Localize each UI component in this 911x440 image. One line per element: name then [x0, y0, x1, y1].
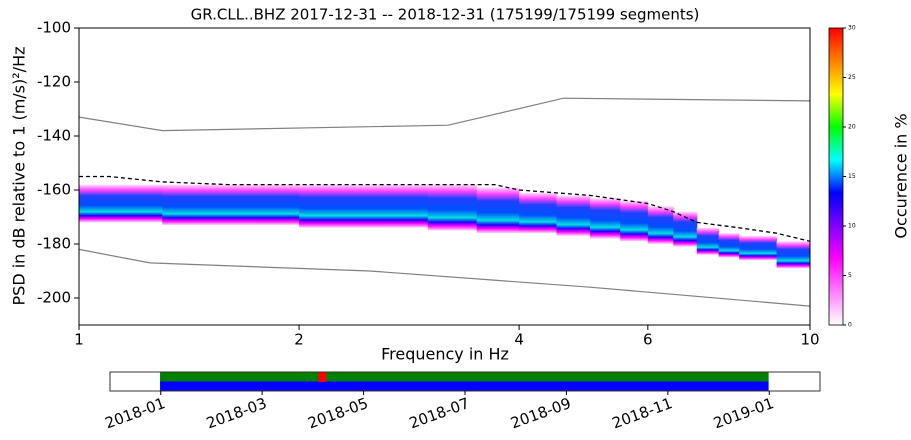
timeline-tick-label: 2018-01	[103, 394, 168, 432]
colorbar-tick-label: 0	[848, 322, 852, 329]
timeline-tick-label: 2019-01	[711, 394, 776, 432]
coverage-data	[160, 381, 769, 391]
timeline-tick-label: 2018-03	[204, 394, 269, 432]
x-tick-label: 1	[74, 331, 84, 349]
colorbar-tick-label: 15	[848, 173, 856, 180]
timeline-tick-label: 2018-07	[407, 394, 472, 432]
y-axis-label: PSD in dB relative to 1 (m/s)²/Hz	[10, 47, 29, 306]
psd-column	[79, 184, 163, 223]
psd-column	[427, 184, 478, 231]
psd-column	[776, 241, 811, 269]
psd-column	[589, 198, 621, 239]
psd-column	[228, 184, 300, 226]
colorbar-tick-label: 10	[848, 223, 856, 230]
colorbar-tick-label: 30	[848, 25, 856, 32]
psd-column	[647, 206, 674, 244]
x-tick-label: 4	[514, 331, 524, 349]
y-tick-label: -180	[37, 235, 71, 253]
chart-title: GR.CLL..BHZ 2017-12-31 -- 2018-12-31 (17…	[191, 6, 700, 24]
psd-column	[718, 233, 740, 258]
psd-column	[739, 235, 778, 261]
psd-column	[369, 184, 429, 228]
x-tick-label: 10	[800, 331, 819, 349]
colorbar-tick-label: 20	[848, 124, 856, 131]
x-tick-label: 6	[643, 331, 653, 349]
line-nlnm	[78, 248, 811, 307]
y-tick-label: -120	[37, 73, 71, 91]
y-tick-label: -200	[37, 289, 71, 307]
line-nhnm	[78, 97, 811, 132]
y-tick-label: -160	[37, 181, 71, 199]
y-tick-label: -140	[37, 127, 71, 145]
psd-column	[620, 200, 649, 242]
psd-column	[162, 184, 229, 226]
psd-column	[519, 192, 557, 234]
y-tick-label: -100	[37, 19, 71, 37]
timeline-tick-label: 2018-11	[610, 394, 675, 432]
colorbar-label: Occurence in %	[892, 113, 911, 238]
x-tick-label: 2	[294, 331, 304, 349]
x-axis-label: Frequency in Hz	[381, 345, 509, 364]
coverage-processed	[160, 372, 769, 382]
timeline-tick-label: 2018-09	[508, 394, 573, 432]
psd-column	[556, 195, 591, 236]
psd-column	[476, 187, 520, 234]
colorbar-tick-label: 5	[848, 272, 852, 279]
coverage-gap	[318, 372, 327, 382]
colorbar-tick-label: 25	[848, 74, 856, 81]
plot-frame	[78, 27, 811, 326]
psd-column	[299, 184, 371, 228]
line-percentile	[79, 175, 811, 242]
timeline-tick-label: 2018-05	[305, 394, 370, 432]
colorbar	[828, 27, 844, 326]
psd-column	[696, 227, 720, 255]
